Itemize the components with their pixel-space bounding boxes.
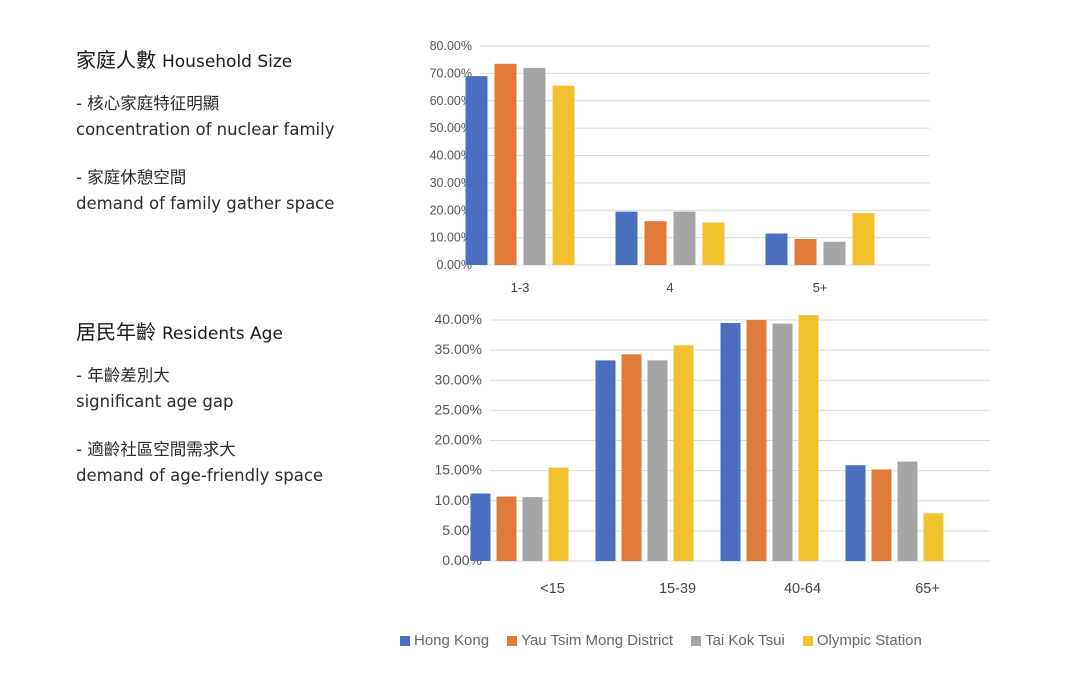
bar bbox=[644, 221, 667, 265]
x-tick-label: 65+ bbox=[915, 581, 940, 597]
x-tick-label: 40-64 bbox=[784, 581, 821, 597]
bar bbox=[465, 76, 488, 265]
bar bbox=[548, 467, 569, 561]
y-tick-label: 70.00% bbox=[430, 66, 472, 80]
bar bbox=[871, 469, 892, 561]
y-tick-label: 40.00% bbox=[435, 311, 482, 327]
bar bbox=[720, 323, 741, 561]
bar bbox=[496, 496, 517, 561]
bar bbox=[552, 85, 575, 265]
legend-label: Tai Kok Tsui bbox=[705, 632, 785, 649]
residents-age-section: 居民年齡 Residents Age - 年齡差別大 significant ag… bbox=[76, 316, 323, 489]
y-tick-label: 25.00% bbox=[435, 401, 482, 417]
bar bbox=[595, 360, 616, 561]
bar bbox=[765, 233, 788, 265]
bar bbox=[897, 461, 918, 561]
bar bbox=[852, 212, 875, 265]
bar bbox=[923, 513, 944, 561]
bar bbox=[702, 222, 725, 265]
y-tick-label: 0.00% bbox=[437, 258, 472, 272]
x-tick-label: 15-39 bbox=[659, 581, 696, 597]
bar bbox=[523, 67, 546, 266]
bullet-nuclear-family-en: concentration of nuclear family bbox=[76, 120, 335, 139]
bar bbox=[823, 241, 846, 265]
bar bbox=[798, 315, 819, 561]
household-size-title: 家庭人數 Household Size bbox=[76, 44, 334, 73]
bar bbox=[522, 497, 543, 561]
legend-swatch bbox=[802, 635, 813, 646]
bar bbox=[845, 465, 866, 561]
residents-age-title-en: Residents Age bbox=[162, 324, 283, 344]
y-tick-label: 30.00% bbox=[435, 371, 482, 387]
bar bbox=[794, 238, 817, 265]
y-tick-label: 10.00% bbox=[435, 492, 482, 508]
chart-legend: Hong Kong Yau Tsim Mong District Tai Kok T… bbox=[400, 632, 922, 649]
household-size-title-zh: 家庭人數 bbox=[76, 48, 156, 72]
household-size-chart: 0.00% 10.00% 20.00% 30.00% 40.00% 50.00% 60.00… bbox=[430, 39, 930, 295]
y-tick-label: 20.00% bbox=[435, 432, 482, 448]
y-tick-label: 30.00% bbox=[430, 176, 472, 190]
bar bbox=[615, 211, 638, 265]
y-tick-label: 35.00% bbox=[435, 341, 482, 357]
bullet-age-friendly-en: demand of age-friendly space bbox=[76, 466, 324, 485]
bullet-age-gap-en: significant age gap bbox=[76, 392, 234, 411]
legend-item: Hong Kong bbox=[400, 632, 489, 649]
y-tick-label: 60.00% bbox=[430, 94, 472, 108]
bullet-family-space-en: demand of family gather space bbox=[76, 194, 335, 213]
legend-item: Yau Tsim Mong District bbox=[507, 632, 673, 649]
household-size-title-en: Household Size bbox=[162, 52, 293, 72]
bar bbox=[673, 345, 694, 561]
y-tick-label: 80.00% bbox=[430, 39, 472, 53]
legend-swatch bbox=[691, 635, 702, 646]
bullet-family-space-zh: - 家庭休憩空間 bbox=[76, 168, 187, 187]
bar bbox=[494, 63, 517, 266]
residents-age-title: 居民年齡 Residents Age bbox=[76, 316, 323, 345]
bullet-nuclear-family-zh: - 核心家庭特征明顯 bbox=[76, 94, 220, 113]
x-tick-label: 5+ bbox=[813, 280, 828, 295]
bar bbox=[673, 211, 696, 265]
y-tick-label: 20.00% bbox=[430, 203, 472, 217]
bullet-age-friendly-zh: - 適齡社區空間需求大 bbox=[76, 440, 236, 459]
bar bbox=[772, 323, 793, 561]
y-tick-label: 40.00% bbox=[430, 149, 472, 163]
legend-swatch bbox=[400, 635, 410, 646]
legend-label: Hong Kong bbox=[414, 632, 490, 649]
x-tick-label: 1-3 bbox=[511, 280, 530, 295]
x-tick-label: <15 bbox=[540, 581, 565, 597]
legend-item: Olympic Station bbox=[802, 632, 922, 649]
bar bbox=[621, 354, 642, 561]
residents-age-chart: 0.00%5.00%10.00%15.00%20.00%25.00%30.00%… bbox=[435, 311, 990, 597]
bar bbox=[746, 320, 767, 561]
legend-label: Yau Tsim Mong District bbox=[521, 632, 674, 649]
residents-age-title-zh: 居民年齡 bbox=[76, 320, 156, 344]
x-tick-label: 4 bbox=[666, 280, 673, 295]
y-tick-label: 50.00% bbox=[430, 121, 472, 135]
household-size-section: 家庭人數 Household Size - 核心家庭特征明顯 concentrat… bbox=[76, 44, 334, 217]
y-tick-label: 15.00% bbox=[435, 462, 482, 478]
bullet-age-gap-zh: - 年齡差別大 bbox=[76, 366, 170, 385]
bar bbox=[647, 360, 668, 561]
legend-item: Tai Kok Tsui bbox=[691, 632, 785, 649]
legend-label: Olympic Station bbox=[816, 632, 922, 649]
bar bbox=[470, 493, 491, 561]
y-tick-label: 10.00% bbox=[430, 231, 472, 245]
legend-swatch bbox=[507, 635, 518, 646]
